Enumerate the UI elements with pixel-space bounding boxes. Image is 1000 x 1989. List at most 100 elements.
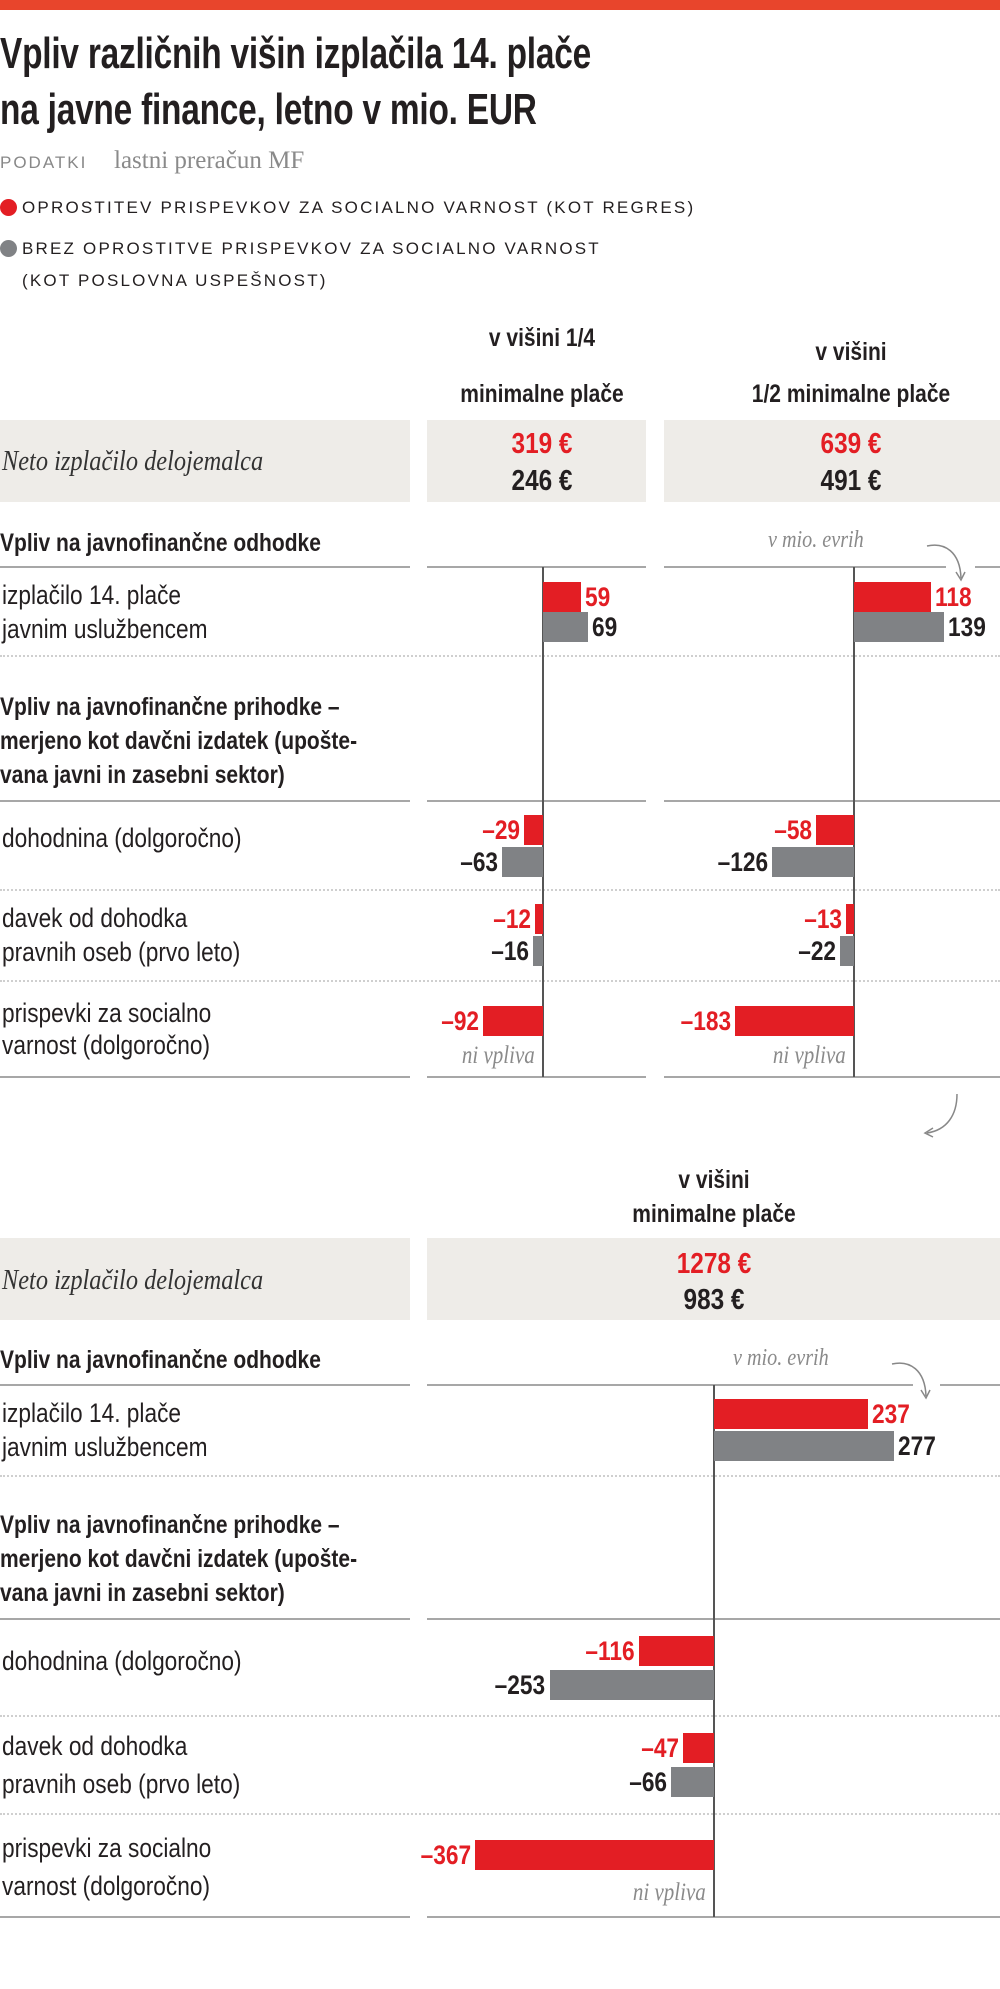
net-payout-full-red: 1278 € [676,1248,752,1280]
divider [940,1384,1000,1386]
revenue-header-2: merjeno kot davčni izdatek (upošte- [0,727,358,755]
unit-note: v mio. evrih [768,527,864,553]
row-label-income-tax: dohodnina (dolgoročno) [2,1646,242,1676]
red-bar [638,1636,714,1666]
red-bar [475,1840,714,1870]
row-label-social-2: varnost (dolgoročno) [2,1030,211,1060]
unit-note: v mio. evrih [733,1345,829,1371]
unit-arrow-icon [926,544,966,582]
divider [0,1076,410,1078]
grey-bar [543,612,588,642]
divider [0,566,410,568]
chart-title-line-2: na javne finance, letno v mio. EUR [0,85,537,134]
grey-bar [714,1431,895,1461]
legend-grey-dot-icon [0,240,17,257]
red-bar [483,1006,543,1036]
red-value-label: –13 [803,904,842,934]
net-box-half [664,420,1000,502]
grey-value-label: 69 [591,612,618,642]
grey-value-label: –253 [495,1670,546,1700]
red-bar [543,582,582,612]
net-payout-quarter-red: 319 € [511,428,573,460]
revenue-header-1: Vpliv na javnofinančne prihodke – [0,693,340,721]
row-separator [0,1475,1000,1477]
net-payout-quarter-grey: 246 € [511,465,573,497]
row-label-payout-2: javnim uslužbencem [2,1432,208,1462]
grey-value-label: 277 [898,1431,936,1461]
grey-value-label: –22 [797,936,836,966]
net-payout-label: Neto izplačilo delojemalca [2,1264,264,1296]
red-value-label: 118 [934,582,972,612]
net-payout-half-red: 639 € [820,428,882,460]
col-header-quarter-line-2: minimalne plače [460,380,624,408]
revenue-header-3: vana javni in zasebni sektor) [0,1579,285,1607]
divider [664,1076,1000,1078]
red-value-label: –58 [774,815,813,845]
revenue-header-1: Vpliv na javnofinančne prihodke – [0,1511,340,1539]
expenditure-header: Vpliv na javnofinančne odhodke [0,529,321,557]
divider [664,800,1000,802]
divider [0,1916,410,1918]
net-label-box [0,420,410,502]
grey-bar [772,847,854,877]
row-separator [0,889,1000,891]
net-box-quarter [427,420,646,502]
row-label-social-1: prispevki za socialno [2,998,212,1028]
col-header-full-line-1: v višini [678,1166,750,1194]
col-header-quarter-line-1: v višini 1/4 [488,324,596,352]
grey-value-label: –66 [629,1767,668,1797]
zero-axis [713,1385,715,1917]
row-label-payout-1: izplačilo 14. plače [2,1398,182,1428]
no-effect-note: ni vpliva [633,1879,706,1906]
red-value-label: 59 [585,582,611,612]
unit-arrow-icon [891,1362,931,1400]
row-separator [0,980,1000,982]
legend-red-dot-icon [0,199,17,216]
row-label-corporate-tax-2: pravnih oseb (prvo leto) [2,1769,241,1799]
red-value-label: –116 [585,1636,635,1666]
grey-value-label: –16 [490,936,529,966]
divider [664,566,946,568]
row-label-payout-1: izplačilo 14. plače [2,580,182,610]
row-label-corporate-tax-2: pravnih oseb (prvo leto) [2,937,241,967]
top-accent-bar [0,0,1000,10]
row-label-corporate-tax-1: davek od dohodka [2,903,188,933]
divider [975,566,1000,568]
red-bar [845,904,854,934]
col-header-half-line-1: v višini [815,338,887,366]
source-label: PODATKI [0,153,88,172]
net-payout-label: Neto izplačilo delojemalca [2,445,264,477]
row-separator [0,655,1000,657]
red-value-label: –92 [441,1006,480,1036]
legend-item-no-exemption-line-2: (KOT POSLOVNA USPEŠNOST) [22,271,328,290]
zero-axis [542,567,544,1077]
grey-value-label: 139 [948,612,987,642]
net-payout-full-grey: 983 € [683,1284,745,1316]
grey-bar [854,612,945,642]
row-label-payout-2: javnim uslužbencem [2,614,208,644]
expenditure-header: Vpliv na javnofinančne odhodke [0,1346,321,1374]
grey-bar [549,1670,714,1700]
row-label-income-tax: dohodnina (dolgoročno) [2,823,242,853]
row-label-social-1: prispevki za socialno [2,1833,212,1863]
divider [427,1384,913,1386]
no-effect-note: ni vpliva [773,1042,846,1069]
col-header-full-line-2: minimalne plače [632,1200,796,1228]
legend-item-exemption: OPROSTITEV PRISPEVKOV ZA SOCIALNO VARNOS… [22,198,696,217]
revenue-header-3: vana javni in zasebni sektor) [0,761,285,789]
source-text: lastni preračun MF [114,147,305,174]
net-payout-half-grey: 491 € [820,465,882,497]
red-bar [535,904,543,934]
red-bar [735,1006,854,1036]
red-bar [714,1399,869,1429]
grey-bar [532,936,543,966]
grey-bar [671,1767,714,1797]
red-value-label: –12 [493,904,532,934]
divider [427,800,646,802]
row-separator [0,1715,1000,1717]
red-value-label: –367 [420,1840,472,1870]
divider [427,566,646,568]
red-value-label: –183 [680,1006,732,1036]
legend-item-no-exemption: BREZ OPROSTITVE PRISPEVKOV ZA SOCIALNO V… [22,239,601,258]
row-label-corporate-tax-1: davek od dohodka [2,1731,188,1761]
